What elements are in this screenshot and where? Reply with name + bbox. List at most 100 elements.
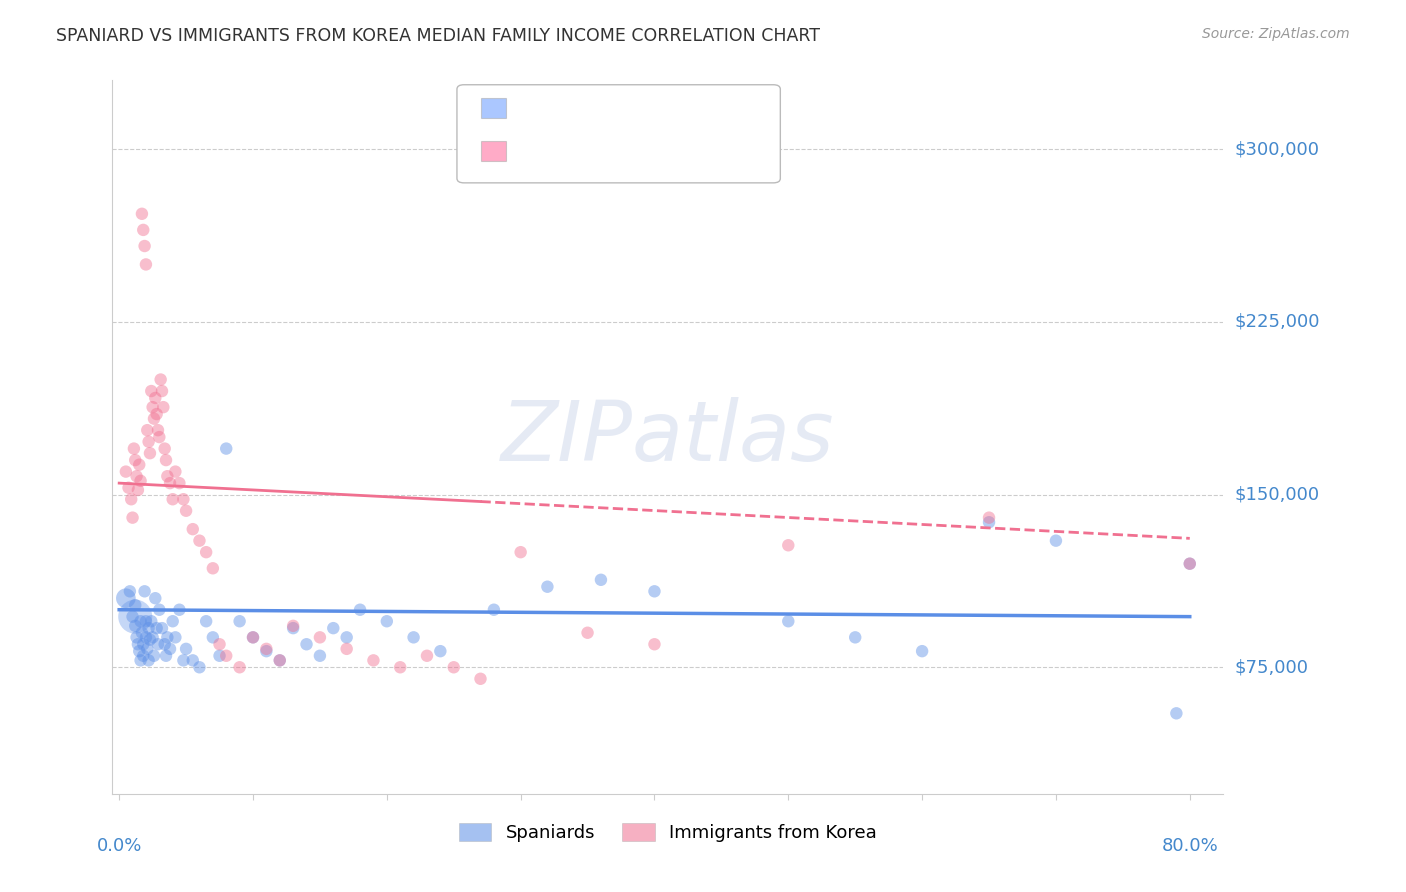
Point (122, 442, 145, 456)
Text: $300,000: $300,000 (1234, 140, 1319, 159)
Point (416, 648, 439, 663)
Point (201, 631, 224, 645)
Point (132, 637, 155, 651)
Point (143, 391, 166, 405)
Point (195, 614, 218, 628)
Point (172, 653, 194, 667)
Point (155, 648, 177, 663)
Text: $150,000: $150,000 (1234, 485, 1319, 504)
Text: 0.0%: 0.0% (97, 837, 142, 855)
Point (125, 631, 148, 645)
Point (169, 476, 191, 491)
Point (188, 660, 211, 674)
Point (139, 632, 162, 647)
Point (336, 631, 359, 645)
Point (124, 453, 146, 467)
Text: $225,000: $225,000 (1234, 313, 1320, 331)
Point (138, 621, 160, 635)
Point (1178, 557, 1201, 571)
Point (138, 434, 160, 449)
Point (172, 492, 194, 507)
Point (228, 614, 250, 628)
Point (143, 648, 166, 663)
Legend: Spaniards, Immigrants from Korea: Spaniards, Immigrants from Korea (451, 815, 884, 849)
Point (127, 637, 149, 651)
Point (159, 641, 181, 656)
Point (269, 653, 291, 667)
Point (269, 653, 291, 667)
Point (322, 621, 344, 635)
Point (135, 257, 157, 271)
Point (145, 407, 167, 421)
Point (911, 644, 934, 658)
Point (215, 442, 238, 456)
Point (115, 465, 138, 479)
Point (129, 474, 152, 488)
Text: Source: ZipAtlas.com: Source: ZipAtlas.com (1202, 27, 1350, 41)
Point (124, 609, 146, 624)
Point (349, 603, 371, 617)
Point (153, 442, 176, 456)
Point (482, 603, 505, 617)
Point (124, 598, 146, 612)
Point (336, 641, 359, 656)
Text: 80.0%: 80.0% (1161, 837, 1218, 855)
Point (1166, 706, 1188, 721)
Point (117, 481, 139, 495)
Point (141, 614, 163, 628)
Point (1045, 533, 1067, 548)
Point (128, 458, 150, 472)
Point (135, 614, 157, 628)
Point (148, 430, 170, 444)
Point (150, 384, 173, 398)
Point (134, 584, 156, 599)
Point (228, 660, 250, 674)
Point (589, 573, 612, 587)
Point (309, 648, 332, 663)
Point (153, 637, 176, 651)
Point (402, 631, 425, 645)
Point (115, 591, 138, 606)
Point (124, 619, 146, 633)
Point (143, 411, 166, 425)
Point (215, 648, 238, 663)
Point (138, 653, 160, 667)
Point (201, 561, 224, 575)
Point (188, 533, 211, 548)
Point (121, 609, 143, 624)
Point (309, 631, 332, 645)
Point (254, 644, 277, 658)
Point (135, 631, 157, 645)
Point (150, 621, 173, 635)
Point (139, 446, 162, 460)
Point (174, 504, 197, 518)
Point (536, 580, 558, 594)
Point (128, 644, 150, 658)
Point (242, 631, 264, 645)
Point (643, 637, 665, 651)
Point (977, 510, 1000, 524)
Point (141, 384, 163, 398)
Point (127, 483, 149, 497)
Text: $75,000: $75,000 (1234, 658, 1309, 676)
Point (129, 653, 152, 667)
Point (159, 476, 181, 491)
Point (509, 545, 531, 559)
Point (143, 591, 166, 606)
Point (132, 648, 155, 663)
Point (470, 672, 492, 686)
Point (281, 621, 304, 635)
Point (208, 637, 231, 651)
Point (136, 423, 159, 437)
Point (136, 641, 159, 656)
Point (148, 603, 170, 617)
Point (156, 631, 179, 645)
Point (169, 603, 191, 617)
Point (129, 614, 152, 628)
Point (281, 619, 304, 633)
Point (131, 625, 153, 640)
Point (146, 423, 169, 437)
Point (156, 469, 179, 483)
Point (844, 631, 866, 645)
Point (162, 614, 184, 628)
